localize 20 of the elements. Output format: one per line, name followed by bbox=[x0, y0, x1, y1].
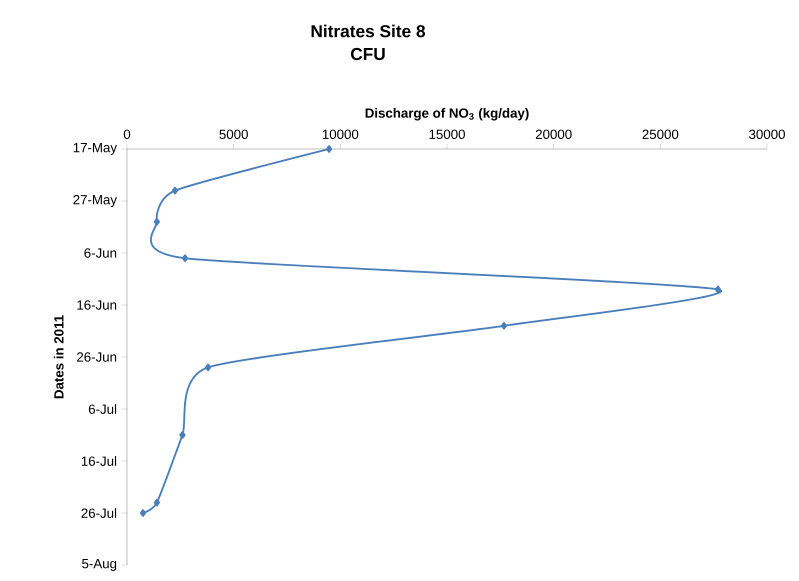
y-tick-label: 26-Jun bbox=[77, 352, 116, 362]
chart-title: Nitrates Site 8 bbox=[312, 24, 426, 38]
y-tick-label: 17-May bbox=[74, 143, 117, 155]
y-tick-label: 26-Jul bbox=[81, 508, 116, 518]
y-tick-label: 16-Jul bbox=[82, 456, 116, 466]
x-axis-title: Discharge of NO$_{3}$ (kg/day) bbox=[366, 108, 529, 120]
x-tick-label: 15000 bbox=[430, 130, 465, 140]
x-tick-label: 25000 bbox=[642, 130, 678, 140]
y-tick-label: 6-Jul bbox=[88, 404, 116, 414]
x-tick-label: 30000 bbox=[749, 130, 785, 140]
y-axis-title: Dates in 2011 bbox=[54, 315, 64, 398]
x-tick-label: 0 bbox=[124, 130, 130, 140]
y-tick-label: 27-May bbox=[73, 194, 117, 208]
x-tick-label: 10000 bbox=[322, 130, 358, 140]
y-tick-label: 6-Jun bbox=[84, 248, 116, 258]
x-tick-label: 20000 bbox=[536, 130, 572, 140]
chart-subtitle: CFU bbox=[350, 48, 385, 60]
x-tick-label: 5000 bbox=[219, 130, 248, 140]
y-tick-label: 16-Jun bbox=[77, 300, 116, 310]
y-tick-label: 5-Aug bbox=[82, 559, 116, 571]
